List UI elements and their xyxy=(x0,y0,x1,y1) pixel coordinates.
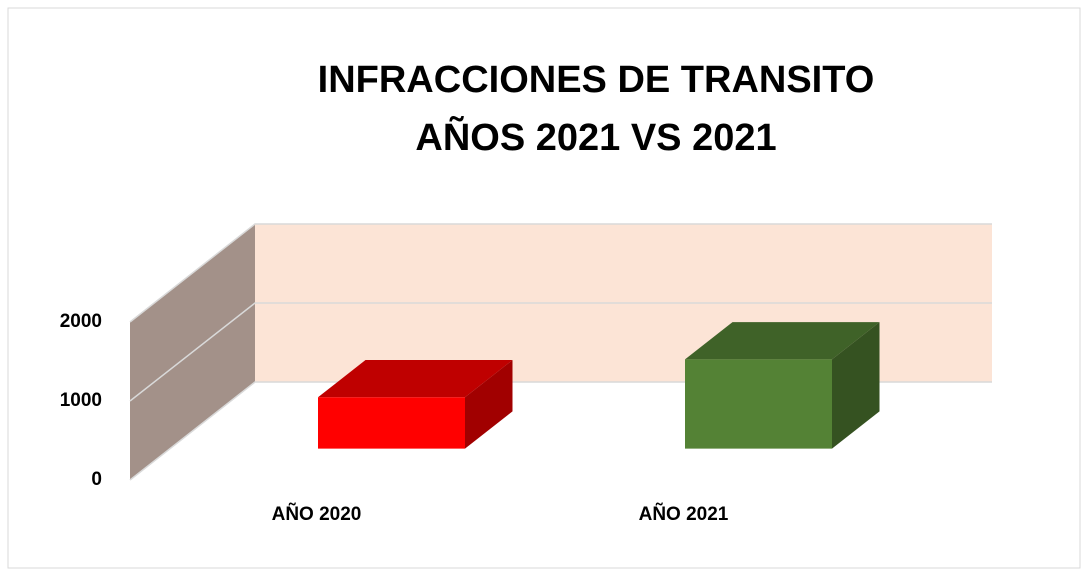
x-tick-label: AÑO 2021 xyxy=(639,503,729,525)
y-tick-label: 1000 xyxy=(60,390,102,411)
y-tick-label: 0 xyxy=(91,469,102,490)
grid-line xyxy=(129,223,992,323)
chart-title: INFRACCIONES DE TRANSITO xyxy=(318,59,875,101)
bar-front xyxy=(318,397,465,449)
bar-top xyxy=(685,322,880,360)
bar-front xyxy=(685,359,832,449)
x-tick-label: AÑO 2020 xyxy=(272,503,362,525)
y-tick-label: 2000 xyxy=(60,311,102,332)
bar-side xyxy=(832,322,880,449)
grid-line xyxy=(129,302,992,402)
bar xyxy=(685,322,880,449)
bar-top xyxy=(318,360,513,398)
bar xyxy=(318,360,513,449)
chart-title: AÑOS 2021 VS 2021 xyxy=(415,115,776,159)
bar-side xyxy=(465,360,513,449)
